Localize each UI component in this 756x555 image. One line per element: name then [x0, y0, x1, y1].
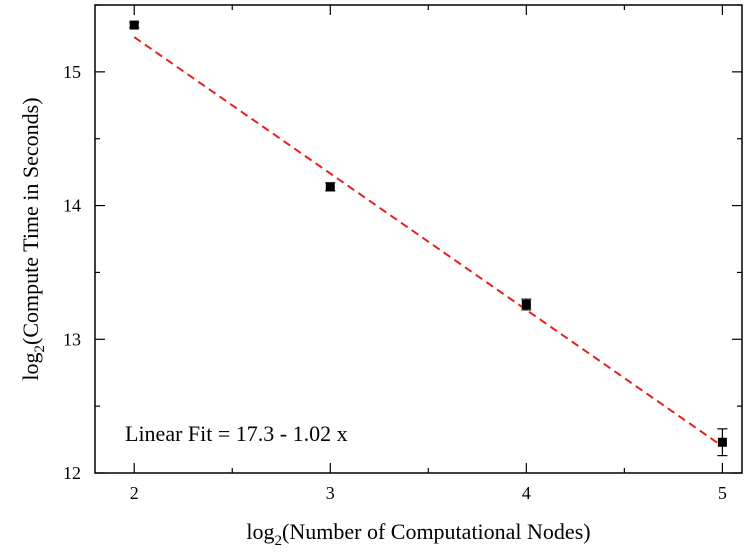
plot-frame	[94, 4, 743, 474]
y-tick-label: 12	[63, 463, 81, 483]
fit-line-group	[133, 36, 723, 448]
x-tick-label: 4	[522, 483, 531, 503]
x-tick-label: 3	[326, 483, 335, 503]
y-tick-label: 13	[63, 329, 81, 349]
y-tick-label: 15	[63, 62, 81, 82]
data-point	[129, 20, 139, 30]
x-tick-label: 5	[718, 483, 727, 503]
chart-text-group: 2 3 4 5 12 13 14 15 Linear Fit = 17.3 - 1.02 x lo…	[18, 62, 727, 549]
data-point	[325, 182, 335, 192]
data-points-group	[129, 20, 728, 457]
data-point	[521, 300, 531, 310]
x-axis-label: log2(Number of Computational Nodes)	[246, 519, 590, 549]
linear-fit-line	[133, 36, 723, 448]
y-axis-label: log2(Compute Time in Seconds)	[18, 97, 48, 380]
y-tick-label: 14	[63, 196, 81, 216]
fit-equation-annotation: Linear Fit = 17.3 - 1.02 x	[125, 421, 348, 446]
data-point	[717, 437, 727, 447]
axes-frame	[94, 4, 743, 474]
x-tick-label: 2	[130, 483, 139, 503]
